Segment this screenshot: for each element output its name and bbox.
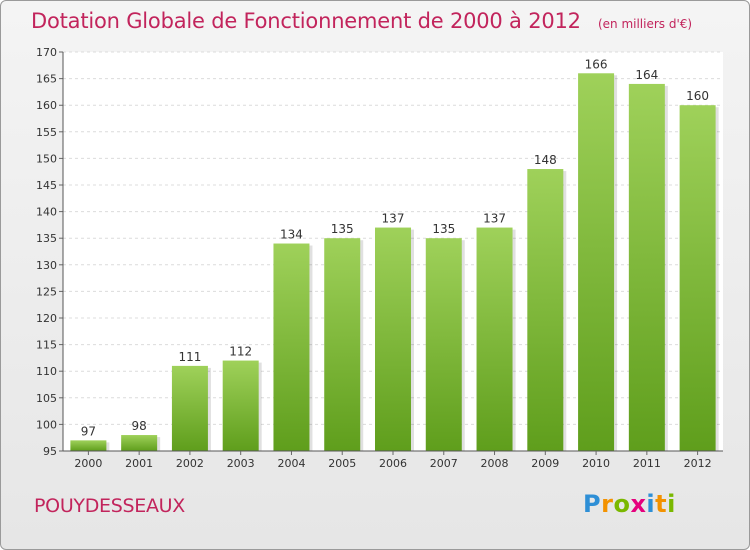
data-label: 135: [331, 222, 354, 236]
x-tick-label: 2009: [531, 457, 559, 470]
y-tick-label: 140: [36, 206, 57, 219]
bar-2003: [222, 360, 259, 451]
y-tick-label: 145: [36, 179, 57, 192]
x-tick-label: 2000: [74, 457, 102, 470]
data-label: 160: [686, 89, 709, 103]
bar-2000: [70, 440, 107, 451]
y-tick-label: 125: [36, 285, 57, 298]
logo-letter: P: [583, 490, 602, 518]
chart-subtitle: (en milliers d'€): [597, 17, 693, 31]
x-tick-label: 2006: [379, 457, 407, 470]
bar-2007: [425, 238, 462, 451]
bar-2008: [476, 227, 513, 451]
bar-2010: [578, 73, 615, 451]
y-tick-label: 115: [36, 339, 57, 352]
bar-2001: [121, 435, 158, 451]
logo-letter: r: [601, 490, 614, 518]
y-tick-label: 135: [36, 232, 57, 245]
data-label: 137: [382, 212, 405, 226]
y-tick-label: 130: [36, 259, 57, 272]
data-label: 137: [483, 212, 506, 226]
x-tick-label: 2011: [633, 457, 661, 470]
data-label: 112: [229, 345, 252, 359]
y-tick-label: 120: [36, 312, 57, 325]
data-label: 97: [81, 424, 96, 438]
data-label: 166: [585, 57, 608, 71]
y-tick-label: 150: [36, 152, 57, 165]
logo-letter: o: [613, 490, 631, 518]
x-tick-label: 2008: [481, 457, 509, 470]
data-label: 134: [280, 228, 303, 242]
logo-letter: i: [667, 490, 676, 518]
x-tick-label: 2002: [176, 457, 204, 470]
x-tick-label: 2001: [125, 457, 153, 470]
y-tick-label: 170: [36, 46, 57, 59]
bar-2002: [171, 365, 208, 451]
y-tick-label: 100: [36, 418, 57, 431]
bar-2012: [679, 105, 716, 451]
x-tick-label: 2012: [684, 457, 712, 470]
y-tick-label: 105: [36, 392, 57, 405]
proxiti-logo: Proxiti: [583, 490, 676, 518]
logo-letter: x: [630, 490, 647, 518]
x-tick-label: 2007: [430, 457, 458, 470]
logo-letter: i: [646, 490, 656, 518]
bar-2011: [628, 83, 665, 452]
logo-letter: t: [655, 490, 668, 518]
data-label: 148: [534, 153, 557, 167]
data-label: 98: [132, 419, 147, 433]
data-label: 164: [635, 68, 658, 82]
y-tick-label: 95: [43, 445, 57, 458]
data-label: 111: [178, 350, 201, 364]
bar-2005: [324, 238, 361, 451]
x-tick-label: 2003: [227, 457, 255, 470]
bar-2009: [527, 169, 564, 452]
y-tick-label: 110: [36, 365, 57, 378]
x-tick-label: 2005: [328, 457, 356, 470]
x-tick-label: 2004: [277, 457, 305, 470]
bar-2006: [375, 227, 411, 451]
y-tick-label: 155: [36, 126, 57, 139]
chart-title: Dotation Globale de Fonctionnement de 20…: [31, 9, 581, 33]
bar-2004: [273, 243, 310, 451]
data-label: 135: [432, 222, 455, 236]
title-row: Dotation Globale de Fonctionnement de 20…: [31, 9, 692, 33]
y-tick-label: 160: [36, 99, 57, 112]
y-tick-label: 165: [36, 73, 57, 86]
commune-name: POUYDESSEAUX: [34, 495, 186, 517]
x-tick-label: 2010: [582, 457, 610, 470]
